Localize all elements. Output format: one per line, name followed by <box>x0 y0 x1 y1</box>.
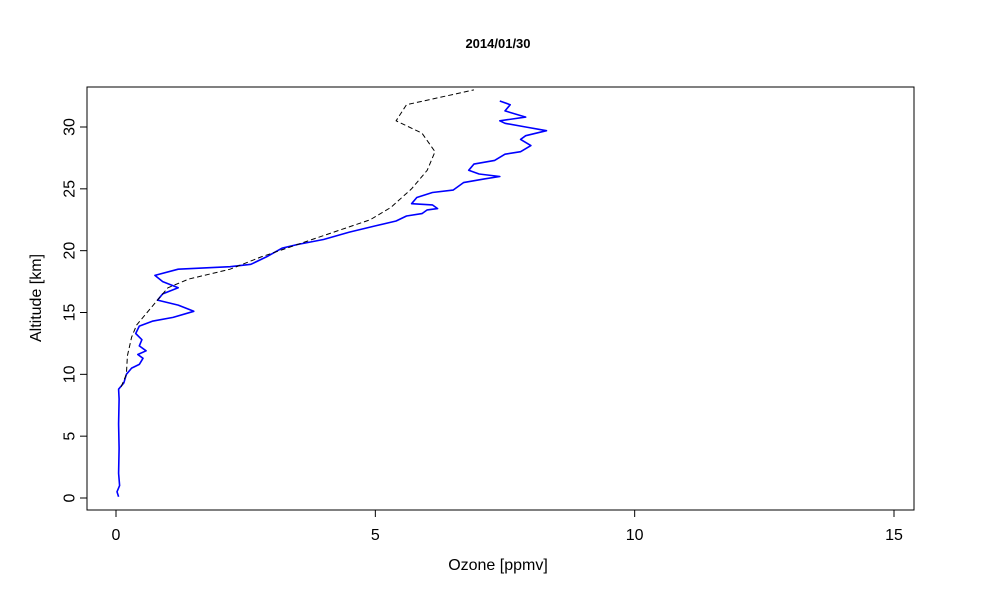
x-axis: 0 5 10 15 <box>112 509 903 544</box>
x-tick-label: 0 <box>112 527 121 544</box>
y-tick-label: 20 <box>62 242 79 260</box>
x-tick-label: 15 <box>885 527 903 544</box>
chart-title: 2014/01/30 <box>465 36 530 51</box>
x-axis-label: Ozone [ppmv] <box>448 557 548 574</box>
y-axis: 0 5 10 15 20 25 30 <box>62 118 88 502</box>
y-tick-label: 15 <box>62 304 79 322</box>
y-tick-label: 0 <box>62 493 79 502</box>
plot-frame <box>86 86 915 511</box>
series-layer <box>116 89 548 498</box>
y-tick-label: 25 <box>62 180 79 198</box>
y-axis-label: Altitude [km] <box>28 254 45 342</box>
y-tick-label: 5 <box>62 432 79 441</box>
x-tick-label: 10 <box>626 527 644 544</box>
series-line-solid <box>116 100 548 498</box>
y-tick-label: 30 <box>62 118 79 136</box>
series-line-dashed <box>120 89 475 387</box>
x-tick-label: 5 <box>371 527 380 544</box>
y-tick-label: 10 <box>62 365 79 383</box>
